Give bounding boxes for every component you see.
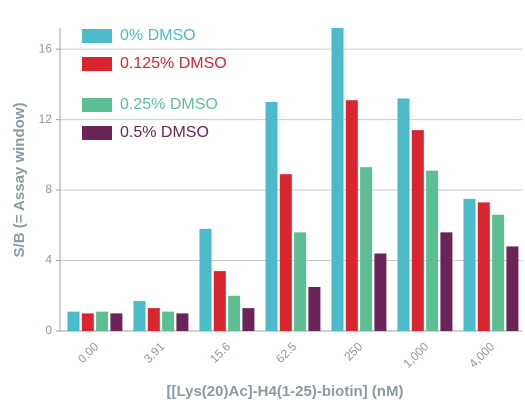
x-axis-label: [[Lys(20)Ac]-H4(1-25)-biotin] (nM): [167, 383, 404, 400]
bar: [279, 174, 292, 331]
x-tick-label: 250: [341, 339, 365, 363]
legend-swatch: [82, 57, 112, 71]
bar: [345, 100, 358, 331]
x-tick-label: 4,000: [466, 339, 497, 370]
bar: [81, 313, 94, 331]
bar: [492, 214, 505, 331]
bar: [426, 170, 439, 331]
legend-swatch: [82, 29, 112, 43]
bar: [67, 311, 80, 331]
bar: [199, 228, 212, 331]
y-tick-label: 16: [39, 41, 53, 55]
bar: [411, 130, 424, 331]
x-tick-label: 62.5: [273, 339, 300, 366]
legend-label: 0% DMSO: [120, 27, 196, 44]
x-tick-label: 1,000: [400, 339, 431, 370]
bar: [110, 313, 123, 331]
legend-label: 0.125% DMSO: [120, 55, 227, 72]
bar: [463, 198, 476, 331]
bar: [133, 301, 146, 331]
bar: [294, 232, 307, 331]
bar: [242, 308, 255, 331]
legend-swatch: [82, 126, 112, 140]
bar: [477, 202, 490, 331]
y-tick-label: 12: [39, 112, 53, 126]
bar: [213, 271, 226, 331]
legend-label: 0.25% DMSO: [120, 96, 218, 113]
bar: [440, 232, 453, 331]
bar: [308, 286, 321, 331]
bar: [397, 98, 410, 331]
y-tick-label: 0: [45, 323, 52, 337]
y-tick-label: 8: [45, 182, 52, 196]
bar: [360, 167, 373, 331]
bar: [176, 313, 189, 331]
y-axis-label: S/B (= Assay window): [11, 103, 28, 258]
bar: [228, 295, 241, 331]
bar: [265, 101, 278, 331]
legend-label: 0.5% DMSO: [120, 124, 209, 141]
bar: [162, 311, 175, 331]
y-tick-label: 4: [45, 253, 52, 267]
bar: [147, 308, 160, 331]
bar: [374, 253, 387, 331]
x-tick-label: 0.00: [75, 339, 102, 366]
bar: [96, 311, 109, 331]
bar: [331, 28, 344, 331]
legend-swatch: [82, 98, 112, 112]
bar: [506, 246, 519, 331]
x-tick-label: 3.91: [141, 339, 168, 366]
x-tick-label: 15.6: [207, 339, 234, 366]
